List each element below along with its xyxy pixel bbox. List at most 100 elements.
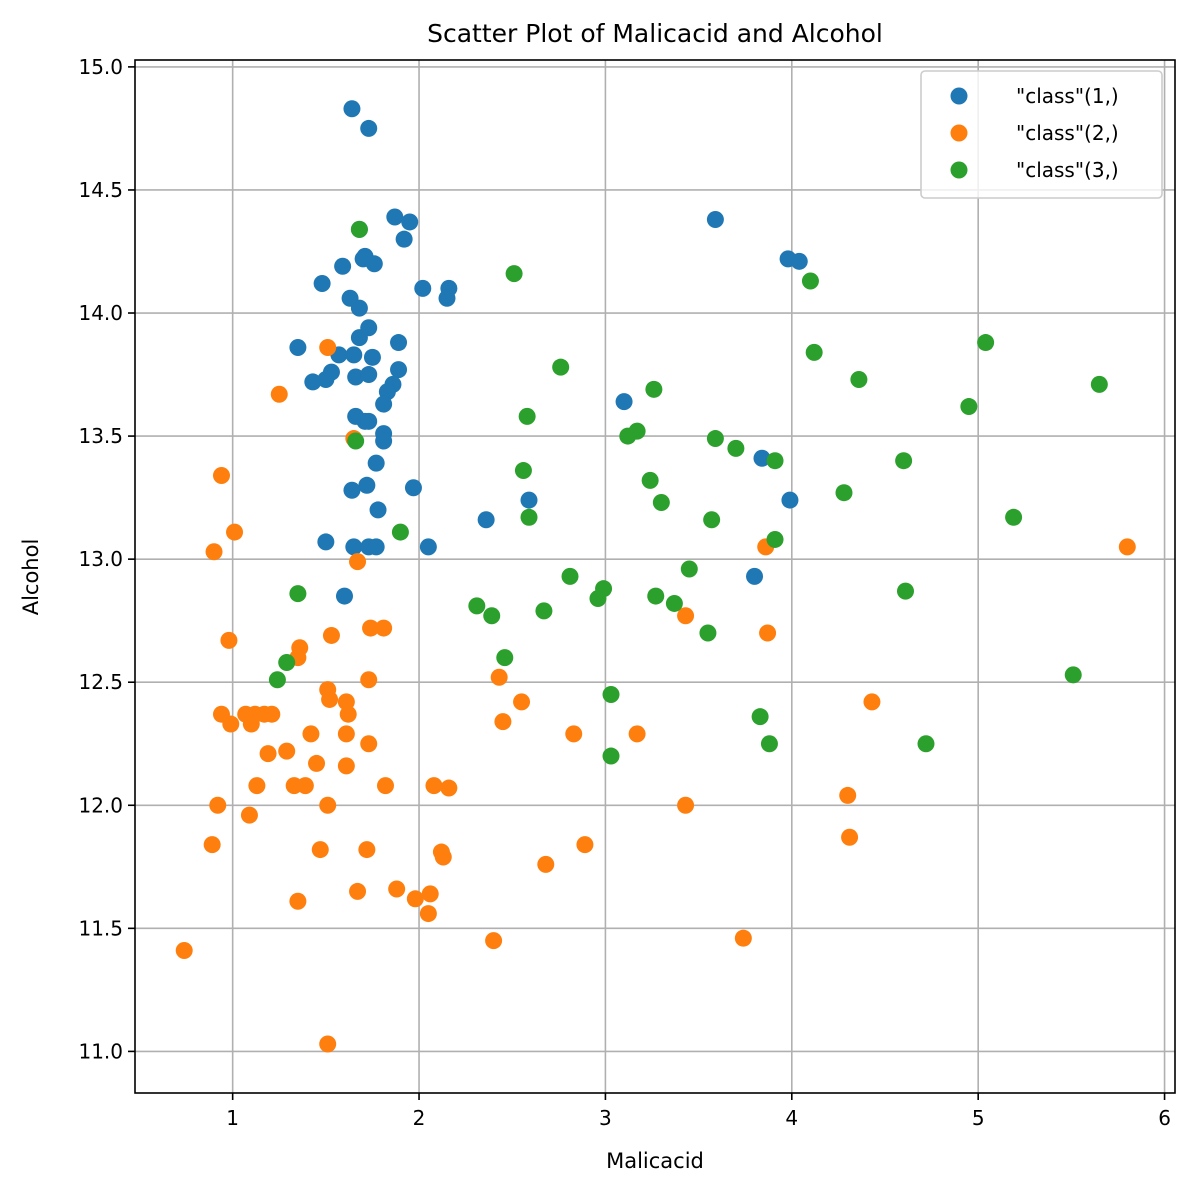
scatter-point xyxy=(322,626,340,644)
x-axis-label: Malicacid xyxy=(606,1149,704,1173)
scatter-point xyxy=(595,580,613,598)
x-gridlines xyxy=(231,60,1166,1093)
scatter-point xyxy=(337,725,355,743)
scatter-point xyxy=(1090,375,1108,393)
scatter-point xyxy=(496,649,514,667)
scatter-point xyxy=(367,538,385,556)
y-tick-label: 11.0 xyxy=(78,1039,123,1063)
scatter-point xyxy=(1118,538,1136,556)
scatter-point xyxy=(289,338,307,356)
scatter-point xyxy=(645,380,663,398)
scatter-point xyxy=(317,370,335,388)
scatter-point xyxy=(561,567,579,585)
x-tick-label: 6 xyxy=(1158,1106,1171,1130)
legend: "class"(1,) "class"(2,) "class"(3,) xyxy=(920,70,1163,199)
scatter-point xyxy=(628,725,646,743)
scatter-point xyxy=(248,777,266,795)
scatter-point xyxy=(375,395,393,413)
scatter-point xyxy=(602,686,620,704)
scatter-point xyxy=(226,523,244,541)
scatter-point xyxy=(1064,666,1082,684)
y-axis-ticks: 11.0 11.5 12.0 12.5 13.0 13.5 14.0 14.5 15.0 xyxy=(78,55,135,1063)
scatter-point xyxy=(349,553,367,571)
scatter-point xyxy=(390,334,408,352)
scatter-point xyxy=(680,560,698,578)
series-3-points xyxy=(268,220,1108,765)
scatter-point xyxy=(805,343,823,361)
scatter-point xyxy=(291,639,309,657)
scatter-point xyxy=(863,693,881,711)
scatter-point xyxy=(317,533,335,551)
scatter-point xyxy=(483,607,501,625)
y-tick-label: 14.5 xyxy=(78,178,123,202)
x-tick-label: 2 xyxy=(413,1106,426,1130)
scatter-point xyxy=(362,619,380,637)
scatter-point xyxy=(358,841,376,859)
scatter-point xyxy=(440,779,458,797)
scatter-point xyxy=(513,693,531,711)
scatter-point xyxy=(839,786,857,804)
scatter-point xyxy=(259,745,277,763)
scatter-point xyxy=(347,368,365,386)
series-2-points xyxy=(175,338,1136,1053)
scatter-point xyxy=(790,252,808,270)
scatter-point xyxy=(535,602,553,620)
scatter-point xyxy=(514,462,532,480)
data-points xyxy=(175,100,1136,1053)
scatter-point xyxy=(391,523,409,541)
scatter-point xyxy=(602,747,620,765)
scatter-point xyxy=(414,279,432,297)
scatter-point xyxy=(319,338,337,356)
scatter-point xyxy=(419,538,437,556)
scatter-point xyxy=(706,430,724,448)
scatter-point xyxy=(360,671,378,689)
scatter-point xyxy=(347,432,365,450)
scatter-point xyxy=(212,466,230,484)
scatter-point xyxy=(699,624,717,642)
scatter-point xyxy=(386,208,404,226)
plot-area-background xyxy=(135,60,1175,1093)
scatter-point xyxy=(421,885,439,903)
y-tick-label: 12.0 xyxy=(78,793,123,817)
scatter-point xyxy=(751,708,769,726)
scatter-point xyxy=(477,511,495,529)
scatter-point xyxy=(766,452,784,470)
y-tick-label: 11.5 xyxy=(78,916,123,940)
scatter-point xyxy=(677,796,695,814)
scatter-point xyxy=(343,100,361,118)
scatter-point xyxy=(278,654,296,672)
legend-marker xyxy=(950,87,968,105)
scatter-point xyxy=(641,471,659,489)
scatter-point xyxy=(896,582,914,600)
scatter-point xyxy=(518,407,536,425)
scatter-point xyxy=(850,370,868,388)
scatter-point xyxy=(350,299,368,317)
scatter-point xyxy=(895,452,913,470)
scatter-point xyxy=(369,501,387,519)
y-tick-label: 12.5 xyxy=(78,670,123,694)
scatter-point xyxy=(401,213,419,231)
scatter-point xyxy=(576,836,594,854)
scatter-point xyxy=(360,366,378,384)
scatter-point xyxy=(319,1035,337,1053)
scatter-point xyxy=(727,439,745,457)
scatter-point xyxy=(345,538,363,556)
scatter-point xyxy=(205,543,223,561)
scatter-point xyxy=(615,393,633,411)
scatter-point xyxy=(334,257,352,275)
y-tick-label: 13.5 xyxy=(78,424,123,448)
scatter-point xyxy=(753,449,771,467)
scatter-point xyxy=(350,220,368,238)
scatter-point xyxy=(365,255,383,273)
scatter-point xyxy=(565,725,583,743)
scatter-point xyxy=(404,479,422,497)
scatter-point xyxy=(363,348,381,366)
y-gridlines xyxy=(135,66,1175,1053)
scatter-point xyxy=(520,508,538,526)
scatter-point xyxy=(268,671,286,689)
y-tick-label: 15.0 xyxy=(78,55,123,79)
scatter-point xyxy=(278,742,296,760)
scatter-point xyxy=(677,607,695,625)
scatter-point xyxy=(375,619,393,637)
x-axis-ticks: 1 2 3 4 5 6 xyxy=(226,1093,1171,1130)
